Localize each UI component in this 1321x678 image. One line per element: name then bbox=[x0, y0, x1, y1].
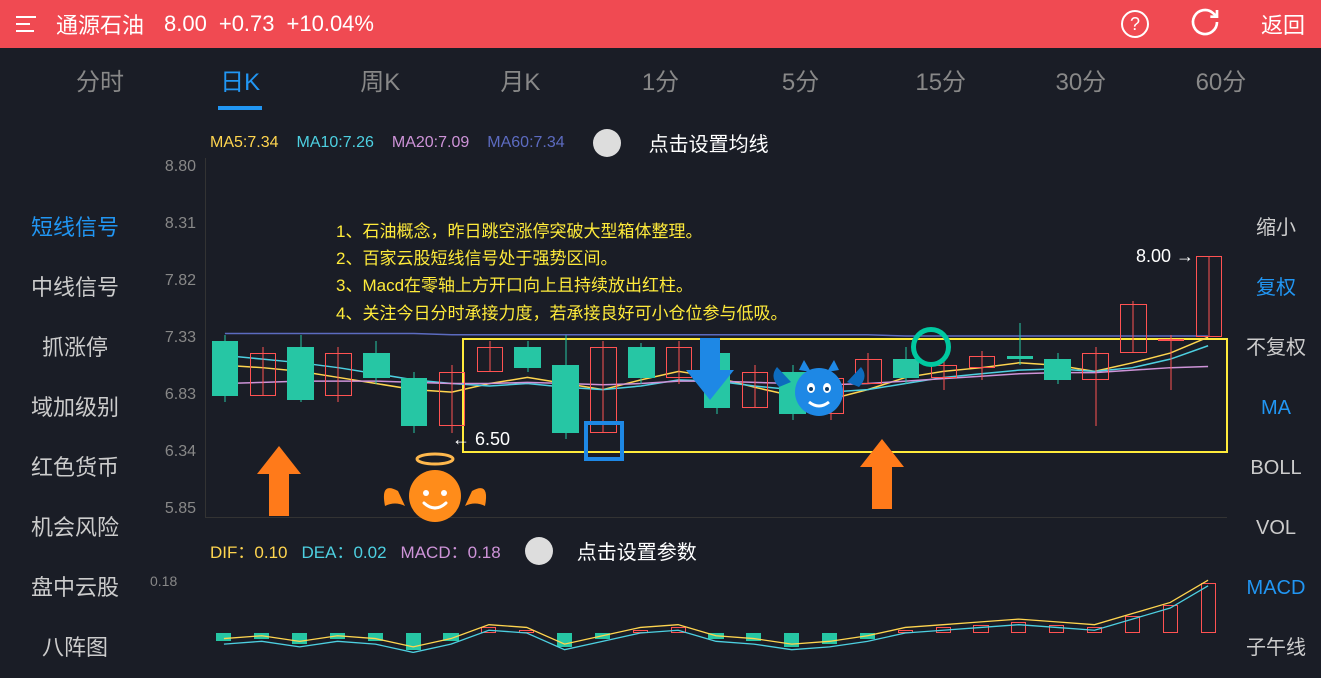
blue-arrow-down-icon bbox=[686, 338, 734, 405]
tab-60分[interactable]: 60分 bbox=[1151, 48, 1291, 118]
right-item-BOLL[interactable]: BOLL bbox=[1231, 438, 1321, 498]
macd-chart[interactable] bbox=[205, 573, 1227, 653]
candle bbox=[1158, 158, 1184, 518]
left-item-短线信号[interactable]: 短线信号 bbox=[0, 198, 150, 258]
ytick: 5.85 bbox=[150, 500, 196, 518]
menu-icon[interactable] bbox=[16, 11, 40, 37]
dif-label: DIF：0.10 bbox=[210, 538, 287, 563]
chart-y-axis: 8.80 8.31 7.82 7.33 6.83 6.34 5.85 bbox=[150, 158, 200, 518]
ma5-label: MA5:7.34 bbox=[210, 134, 278, 152]
candle bbox=[212, 158, 238, 518]
ytick: 8.80 bbox=[150, 158, 196, 176]
candle bbox=[628, 158, 654, 518]
ma60-label: MA60:7.34 bbox=[487, 134, 564, 152]
tab-5分[interactable]: 5分 bbox=[731, 48, 871, 118]
blue-square-icon bbox=[584, 421, 624, 461]
tab-1分[interactable]: 1分 bbox=[590, 48, 730, 118]
tab-15分[interactable]: 15分 bbox=[871, 48, 1011, 118]
price-box: 8.00 +0.73 +10.04% bbox=[164, 11, 374, 37]
right-item-缩小[interactable]: 缩小 bbox=[1231, 198, 1321, 258]
candle bbox=[1196, 158, 1222, 518]
candle bbox=[514, 158, 540, 518]
orange-arrow-up-icon bbox=[257, 446, 301, 521]
candlestick-chart[interactable]: 1、石油概念，昨日跳空涨停突破大型箱体整理。2、百家云股短线信号处于强势区间。3… bbox=[205, 158, 1227, 518]
candle bbox=[1044, 158, 1070, 518]
macd-settings-dot-icon[interactable] bbox=[525, 537, 553, 565]
price: 8.00 bbox=[164, 11, 207, 37]
ma20-label: MA20:7.09 bbox=[392, 134, 469, 152]
right-sidebar: 缩小复权不复权MABOLLVOLMACD子午线 bbox=[1231, 118, 1321, 661]
left-item-中线信号[interactable]: 中线信号 bbox=[0, 258, 150, 318]
macd-ytick: 0.18 bbox=[150, 573, 177, 589]
chart-area: MA5:7.34 MA10:7.26 MA20:7.09 MA60:7.34 点… bbox=[150, 118, 1231, 661]
period-tabs: 分时日K周K月K1分5分15分30分60分 bbox=[0, 48, 1321, 118]
macd-label: MACD：0.18 bbox=[401, 538, 501, 563]
candle bbox=[817, 158, 843, 518]
devil-icon bbox=[769, 352, 869, 434]
ma10-label: MA10:7.26 bbox=[296, 134, 373, 152]
ytick: 8.31 bbox=[150, 215, 196, 233]
candle bbox=[325, 158, 351, 518]
dea-label: DEA：0.02 bbox=[301, 538, 386, 563]
left-item-八阵图[interactable]: 八阵图 bbox=[0, 618, 150, 678]
ytick: 7.33 bbox=[150, 329, 196, 347]
left-sidebar: 短线信号中线信号抓涨停域加级别红色货币机会风险盘中云股八阵图 bbox=[0, 118, 150, 661]
help-icon[interactable]: ? bbox=[1121, 10, 1149, 38]
price-change-pct: +10.04% bbox=[287, 11, 374, 37]
candle bbox=[1007, 158, 1033, 518]
right-item-MACD[interactable]: MACD bbox=[1231, 558, 1321, 618]
macd-settings-label[interactable]: 点击设置参数 bbox=[577, 536, 697, 565]
ma-legend: MA5:7.34 MA10:7.26 MA20:7.09 MA60:7.34 点… bbox=[210, 128, 769, 157]
candle bbox=[1120, 158, 1146, 518]
right-item-不复权[interactable]: 不复权 bbox=[1231, 318, 1321, 378]
tab-月K[interactable]: 月K bbox=[450, 48, 590, 118]
tab-日K[interactable]: 日K bbox=[170, 48, 310, 118]
orange-arrow-up-icon bbox=[860, 439, 904, 514]
header: 通源石油 8.00 +0.73 +10.04% ? 返回 bbox=[0, 0, 1321, 48]
right-item-MA[interactable]: MA bbox=[1231, 378, 1321, 438]
left-item-抓涨停[interactable]: 抓涨停 bbox=[0, 318, 150, 378]
ytick: 6.34 bbox=[150, 443, 196, 461]
candle bbox=[779, 158, 805, 518]
price-change: +0.73 bbox=[219, 11, 275, 37]
candle bbox=[552, 158, 578, 518]
right-item-复权[interactable]: 复权 bbox=[1231, 258, 1321, 318]
candle bbox=[969, 158, 995, 518]
price-marker: 8.00 → bbox=[1136, 246, 1194, 267]
left-item-机会风险[interactable]: 机会风险 bbox=[0, 498, 150, 558]
ma-settings-label[interactable]: 点击设置均线 bbox=[649, 128, 769, 157]
candle bbox=[742, 158, 768, 518]
ma-settings-dot-icon[interactable] bbox=[593, 129, 621, 157]
tab-周K[interactable]: 周K bbox=[310, 48, 450, 118]
angel-icon bbox=[380, 451, 490, 543]
right-item-子午线[interactable]: 子午线 bbox=[1231, 618, 1321, 678]
tab-30分[interactable]: 30分 bbox=[1011, 48, 1151, 118]
macd-legend: DIF：0.10 DEA：0.02 MACD：0.18 点击设置参数 bbox=[210, 536, 697, 565]
stock-name: 通源石油 bbox=[56, 8, 144, 40]
ytick: 7.82 bbox=[150, 272, 196, 290]
refresh-icon[interactable] bbox=[1189, 6, 1221, 43]
price-marker: ← 6.50 bbox=[452, 429, 510, 450]
left-item-域加级别[interactable]: 域加级别 bbox=[0, 378, 150, 438]
right-item-VOL[interactable]: VOL bbox=[1231, 498, 1321, 558]
candle bbox=[590, 158, 616, 518]
back-button[interactable]: 返回 bbox=[1261, 8, 1305, 40]
tab-分时[interactable]: 分时 bbox=[30, 48, 170, 118]
candle bbox=[1082, 158, 1108, 518]
left-item-盘中云股[interactable]: 盘中云股 bbox=[0, 558, 150, 618]
ytick: 6.83 bbox=[150, 386, 196, 404]
left-item-红色货币[interactable]: 红色货币 bbox=[0, 438, 150, 498]
